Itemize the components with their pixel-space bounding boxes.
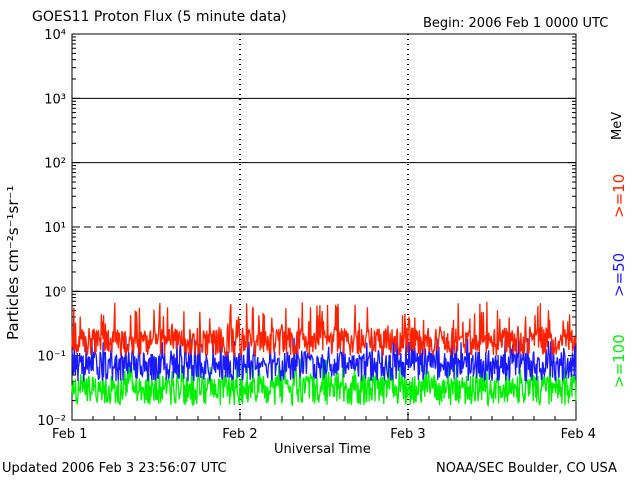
y-axis-label-text: Particles cm⁻²s⁻¹sr⁻¹ <box>4 185 22 340</box>
x-tick-label: Feb 4 <box>561 427 596 442</box>
y-tick-label: 10⁻¹ <box>37 350 66 365</box>
series-line-100mev <box>71 358 577 408</box>
credit: NOAA/SEC Boulder, CO USA <box>436 461 617 476</box>
legend-unit: MeV <box>610 111 625 140</box>
x-tick-label: Feb 3 <box>390 427 425 442</box>
updated-timestamp: Updated 2006 Feb 3 23:56:07 UTC <box>2 461 227 476</box>
y-tick-label: 10⁻² <box>37 414 66 429</box>
y-axis-label: Particles cm⁻²s⁻¹sr⁻¹ <box>4 186 22 340</box>
legend-ge10: >=10 <box>610 173 628 218</box>
legend-ge100: >=100 <box>610 334 628 388</box>
begin-date: Begin: 2006 Feb 1 0000 UTC <box>423 16 609 31</box>
series-line-10mev <box>71 301 577 358</box>
y-tick-label: 10⁴ <box>44 28 66 43</box>
x-axis-label: Universal Time <box>274 442 371 457</box>
legend-ge50: >=50 <box>610 252 628 297</box>
chart-title: GOES11 Proton Flux (5 minute data) <box>32 9 287 25</box>
x-tick-label: Feb 1 <box>52 427 87 442</box>
y-tick-label: 10¹ <box>44 221 66 236</box>
series-line-50mev <box>71 336 577 382</box>
y-tick-label: 10⁰ <box>44 285 66 300</box>
y-tick-label: 10³ <box>44 92 66 107</box>
y-tick-label: 10² <box>44 157 66 172</box>
x-tick-label: Feb 2 <box>222 427 257 442</box>
